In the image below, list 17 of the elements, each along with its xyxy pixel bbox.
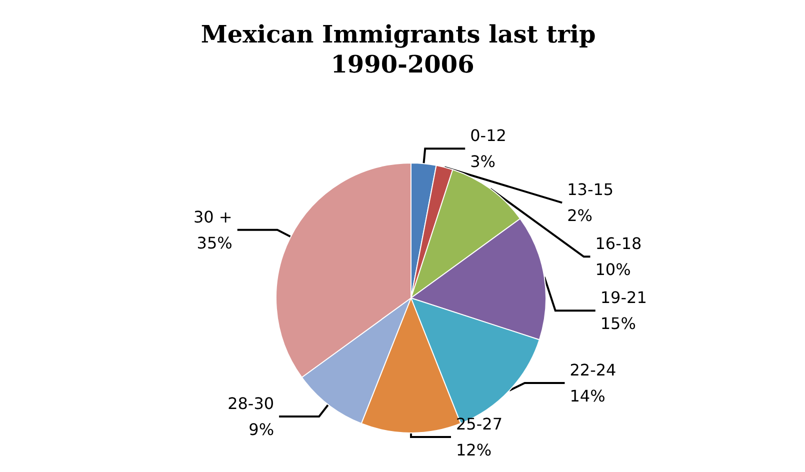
- data-label: 2%: [567, 206, 592, 226]
- chart-title: Mexican Immigrants last trip 1990-2006: [200, 20, 604, 78]
- data-label: 9%: [248, 420, 274, 440]
- slice-label: 30 +: [193, 207, 232, 226]
- slice-label: 22-24: [570, 360, 616, 380]
- data-label: 10%: [595, 260, 631, 280]
- data-label: 3%: [470, 152, 496, 172]
- slice-label: 28-30: [228, 394, 274, 414]
- data-label: 15%: [600, 314, 636, 334]
- slice-label: 25-27: [456, 414, 502, 434]
- data-label: 14%: [570, 386, 606, 406]
- slice-label: 13-15: [567, 180, 614, 200]
- data-label: 12%: [456, 440, 492, 460]
- slice-label: 16-18: [595, 234, 642, 254]
- data-label: 35%: [196, 233, 232, 252]
- slice-label: 0-12: [470, 126, 506, 146]
- slice-label: 19-21: [600, 288, 647, 308]
